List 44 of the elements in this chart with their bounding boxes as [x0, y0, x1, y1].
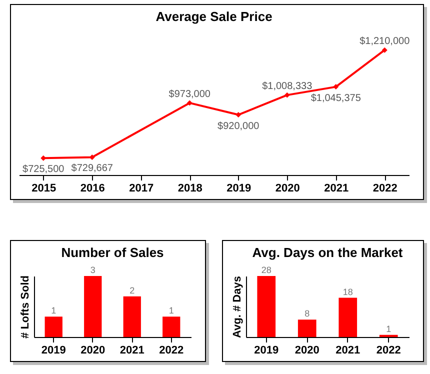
- x-tick-label: 2015: [32, 182, 56, 194]
- data-label: $1,210,000: [360, 36, 410, 48]
- data-label: 1: [386, 324, 392, 334]
- x-tick-label: 2022: [372, 182, 398, 194]
- chart-title: Avg. Days on the Market: [252, 245, 404, 260]
- bar: [338, 298, 358, 337]
- x-tick-label: 2020: [80, 344, 106, 356]
- point: [382, 47, 388, 53]
- data-label: $729,667: [71, 163, 114, 174]
- bar: [257, 276, 276, 337]
- data-label: 28: [261, 265, 272, 275]
- point: [186, 100, 192, 106]
- data-label: 3: [90, 265, 96, 275]
- data-label: $1,008,333: [262, 81, 313, 92]
- data-label: $725,500: [22, 164, 65, 176]
- x-tick-label: 2019: [254, 344, 279, 356]
- x-tick-label: 2021: [336, 344, 360, 356]
- x-tick-label: 2020: [275, 182, 300, 194]
- data-label: 18: [342, 286, 353, 297]
- chart-title: Number of Sales: [61, 245, 164, 260]
- data-label: 2: [130, 285, 135, 296]
- x-tick-label: 2020: [294, 344, 320, 356]
- x-tick-label: 2016: [80, 182, 105, 194]
- x-tick-label: 2022: [376, 344, 401, 356]
- data-label: 8: [304, 308, 310, 319]
- point: [236, 112, 242, 118]
- bar: [298, 320, 316, 337]
- data-label: 1: [51, 306, 56, 316]
- y-axis-title: # Lofts Sold: [20, 276, 32, 338]
- data-label: $920,000: [218, 120, 260, 132]
- x-tick-label: 2019: [41, 344, 66, 356]
- data-label: 1: [168, 306, 174, 316]
- y-axis-title: Avg. # Days: [232, 276, 244, 338]
- x-tick-label: 2021: [324, 182, 349, 194]
- x-tick-label: 2022: [159, 344, 184, 356]
- point: [284, 92, 290, 98]
- x-tick-label: 2021: [120, 344, 144, 356]
- x-tick-label: 2018: [178, 182, 202, 194]
- point: [333, 84, 339, 90]
- data-label: $1,045,375: [310, 92, 362, 104]
- chart-title: Average Sale Price: [156, 9, 272, 24]
- data-label: $973,000: [168, 88, 211, 100]
- x-tick-label: 2019: [226, 182, 252, 194]
- x-tick-label: 2017: [129, 182, 154, 194]
